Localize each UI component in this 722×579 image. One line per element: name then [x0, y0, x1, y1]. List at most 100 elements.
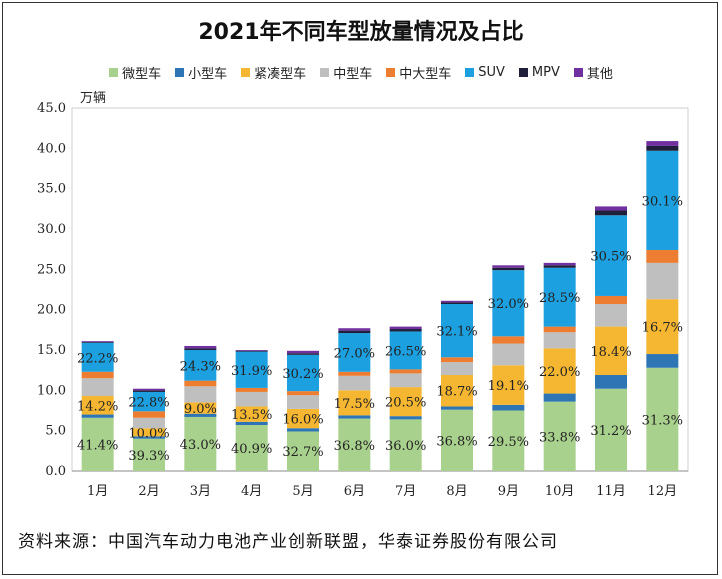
- bar-segment: [81, 371, 114, 379]
- bar-segment: [595, 206, 627, 211]
- y-axis-unit: 万辆: [80, 91, 107, 106]
- bar-segment: [389, 387, 422, 417]
- bar-segment: [287, 353, 319, 355]
- x-tick-label: 10月: [545, 484, 575, 499]
- data-label: 40.9%: [231, 442, 272, 457]
- bar-segment: [184, 380, 217, 387]
- legend-label: SUV: [478, 65, 505, 80]
- y-tick-label: 45.0: [37, 101, 66, 116]
- legend-label: MPV: [531, 65, 560, 80]
- legend-label: 其他: [586, 67, 613, 82]
- bar-segment: [441, 362, 473, 376]
- bar-segment: [287, 408, 319, 429]
- bar-segment: [184, 350, 217, 381]
- bar-segment: [235, 350, 268, 352]
- bar-segment: [133, 417, 165, 429]
- bar-segment: [235, 350, 268, 351]
- y-tick-label: 5.0: [45, 424, 66, 439]
- bar-segment: [595, 388, 627, 471]
- data-label: 36.8%: [436, 434, 477, 449]
- x-tick-label: 2月: [138, 484, 159, 499]
- source-note: 资料来源：中国汽车动力电池产业创新联盟，华泰证券股份有限公司: [18, 532, 558, 552]
- data-label: 36.0%: [385, 439, 426, 454]
- bar-segment: [133, 390, 165, 392]
- legend-item: 其他: [573, 63, 613, 82]
- data-label: 26.5%: [385, 344, 426, 359]
- bar-segment: [595, 215, 627, 296]
- bar-segment: [81, 395, 114, 415]
- bar-segment: [287, 391, 319, 396]
- x-tick-label: 4月: [241, 484, 262, 499]
- data-label: 22.0%: [539, 365, 580, 380]
- bar-segment: [646, 299, 679, 355]
- data-label: 28.5%: [539, 291, 580, 306]
- y-tick-label: 20.0: [37, 303, 66, 318]
- data-label: 41.4%: [77, 438, 118, 453]
- bar-segment: [389, 326, 422, 330]
- chart-legend: 微型车 小型车 紧凑型车 中型车 中大型车 SUV MPV 其他: [0, 63, 722, 82]
- data-label: 31.2%: [590, 424, 631, 439]
- bar-segment: [338, 371, 371, 376]
- data-label: 33.8%: [539, 430, 580, 445]
- bar-segment: [646, 141, 679, 146]
- bar-segment: [338, 333, 371, 372]
- legend-label: 紧凑型车: [254, 67, 307, 82]
- bar-segment: [389, 329, 422, 332]
- legend-swatch: [241, 68, 251, 77]
- bar-segment: [81, 417, 114, 471]
- bar-segment: [389, 331, 422, 370]
- bar-segment: [338, 330, 371, 334]
- bar-segment: [543, 267, 576, 327]
- bar-segment: [338, 418, 371, 471]
- legend-label: 小型车: [188, 67, 228, 82]
- bar-segment: [81, 414, 114, 418]
- legend-label: 中大型车: [399, 67, 452, 82]
- bar-segment: [492, 410, 525, 471]
- bar-segment: [338, 390, 371, 416]
- data-label: 18.7%: [436, 385, 477, 400]
- data-label: 39.3%: [128, 449, 169, 464]
- data-label: 36.8%: [334, 439, 375, 454]
- legend-swatch: [386, 68, 396, 77]
- data-label: 16.0%: [282, 413, 323, 428]
- chart-title: 2021年不同车型放量情况及占比: [198, 20, 524, 45]
- bar-segment: [595, 375, 627, 389]
- bar-segment: [543, 262, 576, 266]
- bar-segment: [184, 386, 217, 403]
- legend-item: 中型车: [320, 63, 372, 82]
- bar-segment: [235, 406, 268, 422]
- data-label: 31.3%: [642, 413, 683, 428]
- data-label: 31.9%: [231, 364, 272, 379]
- legend-item: 小型车: [175, 63, 227, 82]
- y-tick-label: 10.0: [37, 383, 66, 398]
- bar-segment: [287, 428, 319, 432]
- x-tick-label: 11月: [596, 484, 626, 499]
- bar-segment: [646, 262, 679, 300]
- bar-segment: [338, 415, 371, 419]
- bar-segment: [184, 345, 217, 349]
- legend-item: MPV: [518, 63, 560, 82]
- bar-segment: [389, 419, 422, 471]
- bar-segment: [81, 341, 114, 342]
- data-label: 29.5%: [488, 435, 529, 450]
- bar-segment: [646, 367, 679, 471]
- bar-segment: [235, 387, 268, 392]
- legend-swatch: [109, 68, 119, 77]
- bar-segment: [441, 409, 473, 471]
- bar-segment: [492, 365, 525, 405]
- bar-segment: [184, 402, 217, 414]
- bar-segment: [492, 270, 525, 337]
- bar-segment: [492, 336, 525, 344]
- bar-segment: [389, 373, 422, 388]
- bar-segment: [235, 425, 268, 471]
- data-label: 24.3%: [180, 359, 221, 374]
- bar-segment: [595, 304, 627, 327]
- x-tick-label: 5月: [292, 484, 313, 499]
- bar-segment: [133, 388, 165, 391]
- bar-segment: [133, 436, 165, 439]
- bar-segment: [133, 438, 165, 471]
- legend-swatch: [175, 68, 185, 77]
- data-label: 13.5%: [231, 408, 272, 423]
- data-label: 14.2%: [77, 399, 118, 414]
